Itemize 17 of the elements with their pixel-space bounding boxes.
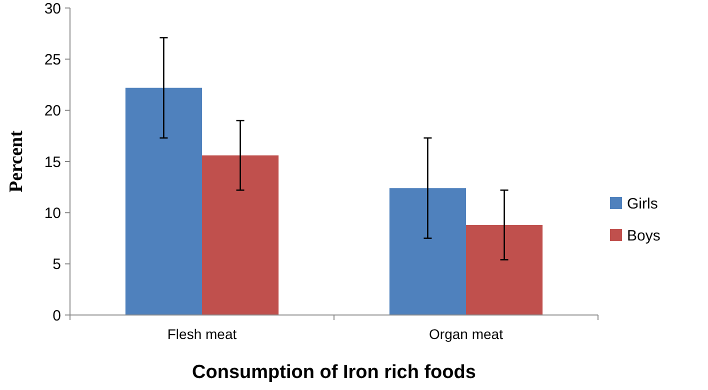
y-axis-title: Percent xyxy=(6,130,27,192)
y-tick-label: 0 xyxy=(52,307,61,324)
x-tick-label: Organ meat xyxy=(429,326,504,342)
y-tick-label: 25 xyxy=(44,51,61,68)
legend-label: Girls xyxy=(627,195,658,212)
y-tick-label: 30 xyxy=(44,0,61,18)
bar xyxy=(202,155,279,315)
bar xyxy=(389,188,466,315)
bar xyxy=(466,224,543,315)
x-tick-label: Flesh meat xyxy=(167,326,237,342)
y-tick-label: 15 xyxy=(44,154,61,171)
y-tick-label: 10 xyxy=(44,204,61,222)
bar xyxy=(125,88,202,315)
legend-label: Boys xyxy=(627,227,660,244)
y-tick-label: 5 xyxy=(52,256,61,274)
x-axis-title: Consumption of Iron rich foods xyxy=(192,362,476,383)
y-tick-label: 20 xyxy=(44,102,61,120)
